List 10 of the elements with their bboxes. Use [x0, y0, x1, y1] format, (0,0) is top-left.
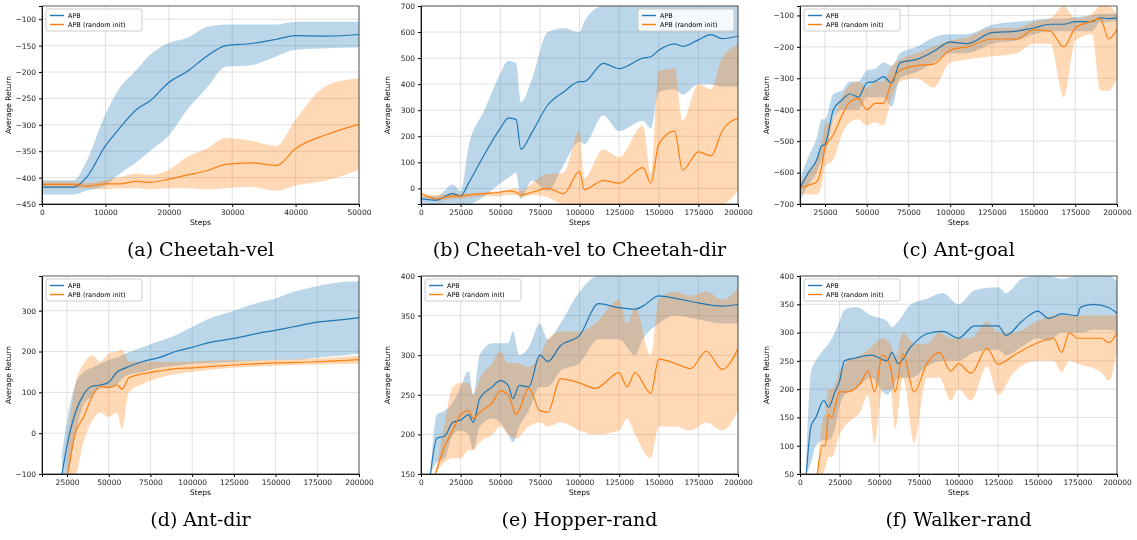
- text: (b) Cheetah-vel to Cheetah-dir: [432, 238, 728, 260]
- line-series: [42, 123, 359, 187]
- text: (a) Cheetah-vel: [126, 238, 275, 260]
- line-series: [421, 117, 738, 200]
- text: (d) Ant-dir: [150, 508, 252, 530]
- text: (e) Hopper-rand: [501, 508, 658, 530]
- line-series: [434, 348, 738, 474]
- text: (f) Walker-rand: [885, 508, 1032, 530]
- text: (c) Ant-goal: [902, 238, 1015, 260]
- line-series: [61, 317, 359, 474]
